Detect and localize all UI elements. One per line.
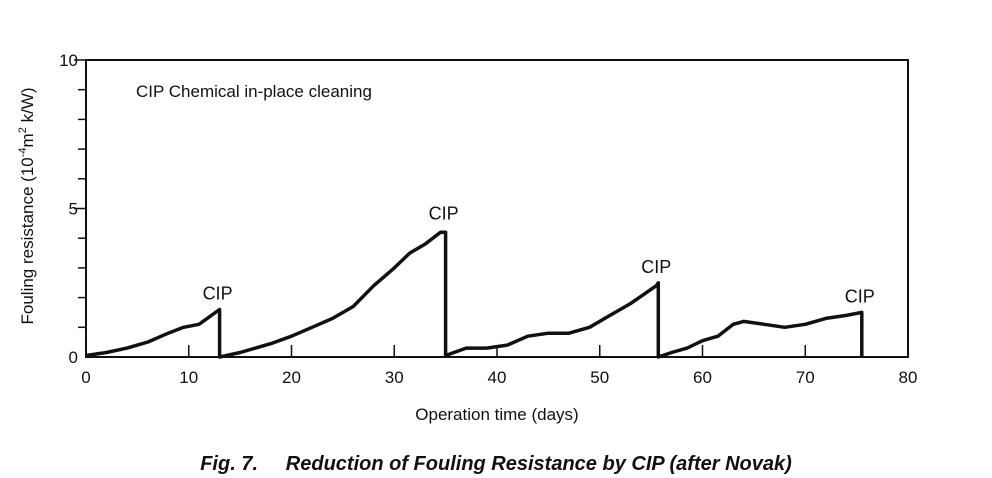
- y-axis-label-superscript: -4: [17, 147, 29, 157]
- y-axis-label-part: Fouling resistance (10: [18, 157, 37, 324]
- cip-label: CIP: [845, 286, 875, 306]
- y-axis-label-part: k/W): [18, 88, 37, 128]
- x-tick-label: 10: [179, 368, 198, 387]
- cip-label: CIP: [203, 283, 233, 303]
- y-axis-label: Fouling resistance (10-4m2 k/W): [17, 88, 37, 325]
- y-axis-ticks: 0 5 10: [59, 51, 86, 367]
- cip-annotations: CIP CIP CIP CIP: [203, 203, 875, 306]
- x-tick-label: 0: [81, 368, 90, 387]
- cip-label: CIP: [429, 203, 459, 223]
- y-axis-label-superscript: 2: [17, 127, 29, 133]
- plot-frame: [85, 59, 909, 358]
- cip-label: CIP: [641, 257, 671, 277]
- y-tick-label: 0: [69, 348, 78, 367]
- legend-text: CIP Chemical in-place cleaning: [136, 82, 372, 101]
- x-axis-ticks: 0 10 20 30 40 50 60 70 80: [81, 345, 917, 387]
- x-tick-label: 60: [693, 368, 712, 387]
- x-axis-label: Operation time (days): [415, 405, 578, 424]
- series-line: [85, 230, 864, 359]
- x-tick-label: 30: [385, 368, 404, 387]
- x-tick-label: 20: [282, 368, 301, 387]
- x-tick-label: 80: [899, 368, 918, 387]
- figure-caption: Fig. 7. Reduction of Fouling Resistance …: [200, 453, 792, 475]
- y-tick-label: 5: [69, 200, 78, 219]
- x-tick-label: 50: [590, 368, 609, 387]
- x-tick-label: 40: [488, 368, 507, 387]
- x-tick-label: 70: [796, 368, 815, 387]
- y-axis-label-part: m: [18, 133, 37, 147]
- y-tick-label: 10: [59, 51, 78, 70]
